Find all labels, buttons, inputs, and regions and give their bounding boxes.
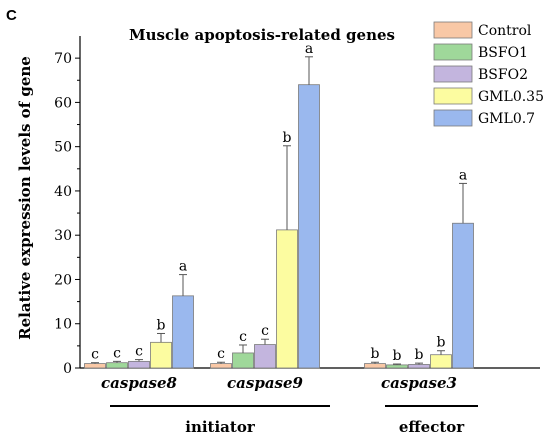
significance-label: b [415, 347, 424, 363]
bar [232, 352, 254, 369]
significance-label: c [261, 323, 269, 339]
significance-label: b [283, 130, 292, 146]
significance-label: c [91, 347, 99, 363]
category-label: caspase8 [101, 374, 177, 392]
legend-swatch [433, 109, 473, 127]
bar [210, 363, 232, 369]
category-labels: caspase8 caspase9 caspase3 [101, 374, 457, 392]
significance-label: b [157, 317, 166, 333]
y-tick-label: 30 [54, 228, 72, 244]
significance-label: b [437, 335, 446, 351]
bar [172, 295, 194, 369]
significance-label: b [393, 348, 402, 364]
legend-swatch [433, 65, 473, 83]
significance-label: c [239, 329, 247, 345]
legend-label: GML0.7 [478, 111, 535, 127]
legend-label: GML0.35 [478, 89, 544, 105]
bar [452, 222, 474, 369]
legend-swatch [433, 87, 473, 105]
y-axis-label: Relative expression levels of gene [16, 56, 34, 340]
y-tick-label: 10 [54, 317, 72, 333]
y-tick-label: 40 [54, 184, 72, 200]
bar [254, 344, 276, 369]
y-tick-label: 60 [54, 95, 72, 111]
legend: Control BSFO1 BSFO2 GML0.35 GML0.7 [433, 21, 544, 127]
significance-label: c [217, 346, 225, 362]
y-tick-label: 20 [54, 272, 72, 288]
bar [430, 354, 452, 369]
bar [298, 84, 320, 369]
legend-swatch [433, 43, 473, 61]
significance-label: a [305, 41, 313, 57]
bar [276, 229, 298, 369]
y-tick-label: 50 [54, 140, 72, 156]
category-label: caspase9 [227, 374, 303, 392]
group-label: initiator [185, 418, 256, 436]
significance-label: a [459, 167, 467, 183]
significance-label: c [113, 345, 121, 361]
bar [408, 364, 430, 369]
chart-title: Muscle apoptosis-related genes [129, 26, 395, 44]
significance-label: a [179, 259, 187, 275]
category-label: caspase3 [381, 374, 457, 392]
bar [84, 363, 106, 369]
significance-label: c [135, 344, 143, 360]
bar [150, 341, 172, 369]
y-tick-label: 0 [63, 361, 72, 377]
bar [386, 364, 408, 369]
bar [128, 360, 150, 369]
legend-label: Control [478, 23, 532, 39]
legend-swatch [433, 21, 473, 39]
bar [364, 363, 386, 369]
y-tick-label: 70 [54, 51, 72, 67]
panel-label: C [6, 7, 17, 24]
legend-label: BSFO1 [478, 45, 528, 61]
group-label: effector [399, 418, 465, 436]
group-brackets: initiator effector [110, 405, 478, 436]
significance-label: b [371, 346, 380, 362]
bar [106, 362, 128, 369]
legend-label: BSFO2 [478, 67, 528, 83]
